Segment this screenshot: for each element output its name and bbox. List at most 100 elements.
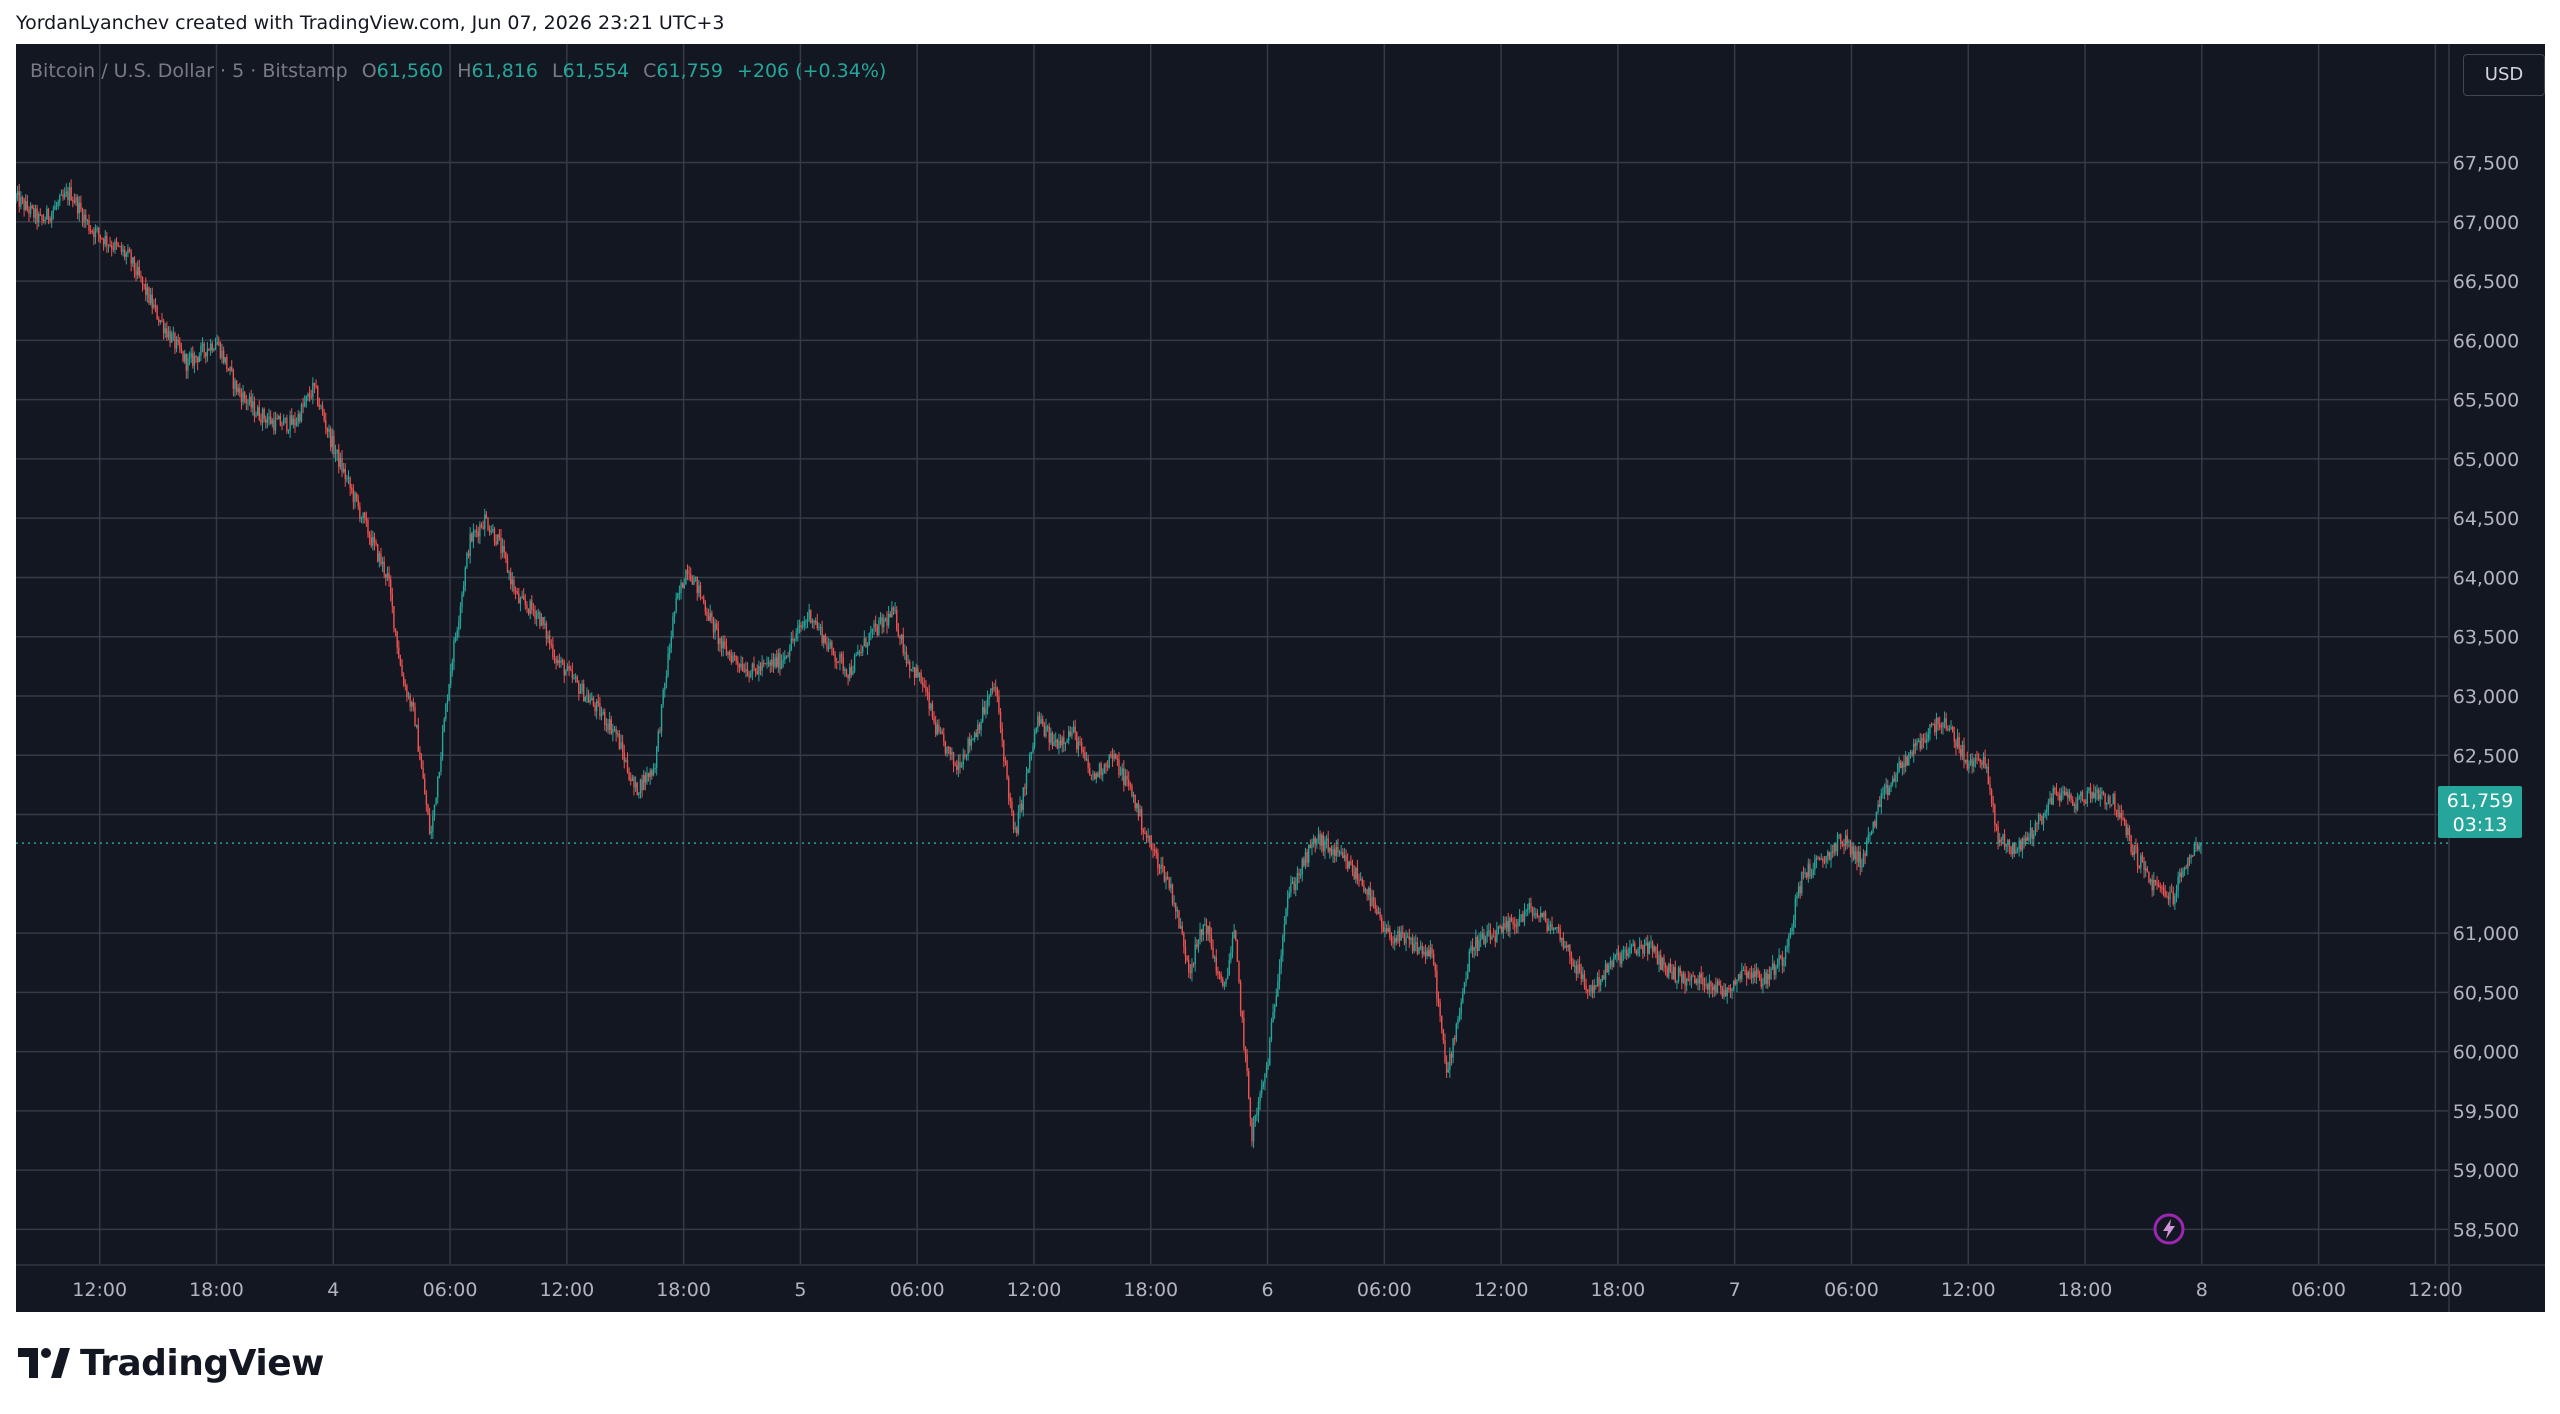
time-tick-label: 6 — [1261, 1279, 1273, 1301]
candle-body — [55, 205, 58, 207]
candle-body — [531, 600, 533, 610]
candle-body — [1113, 753, 1115, 759]
candle-body — [1947, 728, 1949, 730]
candle-body — [735, 656, 737, 662]
candle-body — [1854, 851, 1857, 860]
candle-body — [785, 655, 788, 657]
candle-body — [29, 205, 32, 214]
candle-body — [654, 767, 656, 769]
symbol-legend[interactable]: Bitcoin / U.S. Dollar · 5 · Bitstamp O61… — [30, 60, 886, 82]
candle-body — [1710, 981, 1712, 987]
candle-body — [1053, 741, 1055, 746]
candle-body — [1523, 911, 1526, 922]
candle-body — [1283, 924, 1286, 937]
tradingview-logo[interactable]: TradingView — [18, 1342, 324, 1384]
candle-body — [1222, 979, 1224, 986]
candle-body — [464, 567, 466, 586]
candle-body — [1921, 737, 1923, 749]
candle-body — [2141, 855, 2144, 862]
candle-body — [563, 662, 565, 676]
candle-body — [1356, 867, 1359, 881]
candle-body — [772, 659, 775, 667]
candle-body — [68, 187, 71, 200]
candle-body — [2005, 844, 2007, 847]
candle-body — [1176, 910, 1179, 912]
price-tick-label: 63,500 — [2453, 627, 2519, 649]
candle-body — [471, 533, 473, 542]
candle-body — [1077, 741, 1080, 750]
time-axis-labels[interactable]: 12:00 18:00 4 06:00 12:00 18:00 5 06:00 12:00 18:… — [72, 1279, 2462, 1301]
candle-body — [1789, 931, 1792, 936]
candle-body — [1820, 858, 1822, 860]
candle-body — [391, 593, 394, 607]
chart-area[interactable]: 67,500 67,000 66,500 66,000 65,500 65,000 64,5… — [16, 44, 2545, 1312]
candle-body — [438, 771, 441, 778]
candle-body — [1003, 740, 1005, 761]
price-chart[interactable]: 67,500 67,000 66,500 66,000 65,500 65,000 64,5… — [16, 44, 2545, 1312]
candle-body — [1501, 926, 1503, 933]
candle-body — [1368, 887, 1370, 896]
candle-body — [1124, 775, 1127, 786]
candle-body — [847, 675, 849, 679]
lightning-icon[interactable] — [2152, 1212, 2186, 1246]
candle-body — [1366, 889, 1368, 896]
candle-body — [777, 653, 780, 667]
candle-body — [326, 428, 329, 433]
candle-body — [36, 208, 38, 223]
candle-body — [1410, 937, 1412, 940]
candle-body — [889, 613, 891, 618]
currency-button[interactable]: USD — [2463, 54, 2545, 96]
candle-body — [1664, 964, 1667, 968]
candle-body — [2120, 812, 2123, 819]
candle-body — [1565, 945, 1568, 948]
candle-body — [333, 435, 335, 455]
candle-body — [936, 724, 938, 735]
candle-body — [1421, 946, 1423, 955]
candle-body — [1385, 928, 1388, 932]
candle-body — [2071, 799, 2074, 806]
candle-body — [763, 662, 765, 664]
candle-body — [910, 669, 913, 671]
candle-body — [1429, 947, 1432, 957]
candle-body — [1807, 863, 1810, 878]
candle-body — [701, 596, 703, 598]
candle-body — [415, 725, 418, 727]
candle-body — [411, 702, 413, 707]
candle-body — [926, 691, 929, 693]
candle-body — [1757, 969, 1759, 975]
candle-body — [1087, 759, 1089, 768]
candle-body — [2172, 891, 2174, 905]
candle-body — [1369, 887, 1372, 906]
candle-body — [993, 687, 995, 690]
candle-body — [1304, 851, 1307, 866]
candle-body — [1822, 858, 1824, 862]
candle-body — [743, 671, 745, 673]
candle-body — [610, 719, 612, 734]
candle-body — [975, 733, 977, 738]
candle-body — [1830, 851, 1832, 860]
time-tick-label: 18:00 — [2058, 1279, 2113, 1301]
candle-body — [1647, 942, 1649, 954]
candle-body — [1314, 838, 1316, 845]
candle-body — [1707, 984, 1709, 990]
candle-body — [1025, 773, 1028, 789]
candle-body — [941, 731, 943, 735]
candle-body — [1541, 912, 1544, 917]
symbol-title[interactable]: Bitcoin / U.S. Dollar · 5 · Bitstamp — [30, 60, 348, 82]
candle-body — [1486, 931, 1488, 937]
candle-body — [1862, 853, 1865, 867]
candle-body — [668, 647, 671, 654]
candle-body — [714, 623, 716, 633]
candle-body — [1872, 821, 1874, 832]
candle-body — [1866, 839, 1868, 856]
candle-body — [1758, 974, 1761, 979]
candle-body — [18, 191, 20, 207]
candle-body — [1578, 964, 1581, 972]
candle-body — [707, 615, 710, 621]
candle-body — [2083, 800, 2085, 803]
candle-body — [681, 582, 684, 588]
candle-body — [612, 729, 614, 734]
candle-body — [1037, 715, 1039, 728]
candle-body — [1030, 751, 1033, 755]
candle-body — [849, 666, 851, 679]
